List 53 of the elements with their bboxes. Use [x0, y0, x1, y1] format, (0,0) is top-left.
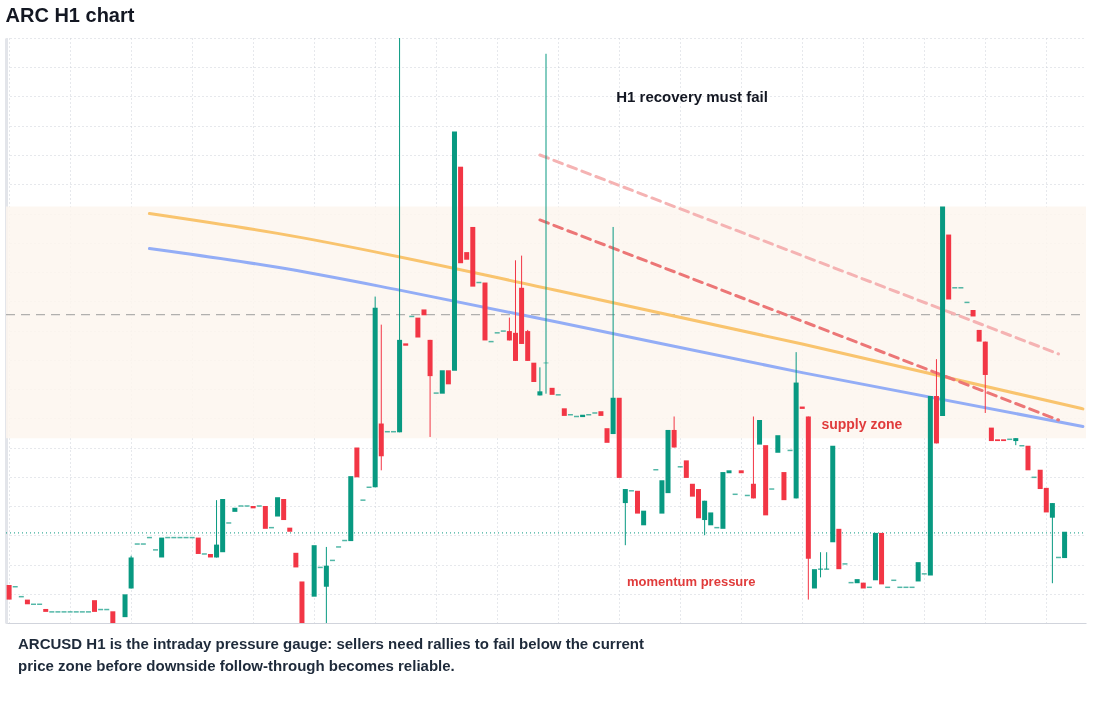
candlestick — [635, 490, 641, 514]
candlestick — [415, 317, 421, 338]
candlestick — [940, 206, 946, 416]
candlestick — [122, 594, 128, 618]
candlestick — [604, 428, 610, 443]
candlestick — [482, 282, 488, 341]
candlestick — [757, 420, 763, 445]
candlestick — [641, 510, 647, 526]
candlestick — [232, 507, 238, 512]
candlestick — [445, 370, 451, 385]
candlestick — [836, 528, 842, 570]
candlestick — [763, 445, 769, 516]
annotation: momentum pressure — [627, 574, 756, 590]
annotation: H1 recovery must fail — [616, 87, 768, 105]
candlestick — [537, 366, 543, 396]
text: ARCUSD H1 is the intraday pressure gauge: sellers need rallies to fail below the current price zone before downside follow-through becomes reliable. — [18, 635, 645, 674]
candlestick — [561, 408, 567, 416]
candlestick — [6, 584, 12, 600]
candlestick — [293, 552, 299, 568]
candlestick — [946, 234, 952, 300]
candlestick — [43, 608, 49, 612]
candlestick — [403, 343, 409, 346]
candlestick — [598, 411, 604, 416]
candlestick — [195, 537, 201, 554]
candlestick — [299, 581, 305, 623]
candlestick — [110, 611, 116, 623]
candlestick — [287, 527, 293, 532]
candlestick — [671, 416, 677, 448]
candlestick — [738, 470, 744, 474]
candlestick — [879, 532, 885, 585]
candlestick — [781, 472, 787, 501]
candlestick — [275, 497, 281, 517]
candlestick — [683, 460, 689, 478]
candlestick — [830, 445, 836, 543]
candlestick — [451, 131, 457, 371]
candlestick — [726, 470, 732, 474]
candlestick — [750, 415, 756, 499]
candlestick — [970, 310, 976, 317]
candlestick — [531, 362, 537, 382]
candlestick — [616, 397, 622, 478]
candlestick — [262, 506, 268, 529]
band-label: supply zone — [821, 416, 903, 433]
candlestick — [92, 600, 98, 612]
candlestick — [421, 309, 427, 316]
candlestick — [549, 387, 555, 395]
candlestick — [659, 480, 665, 514]
candlestick — [976, 329, 982, 342]
candlestick — [281, 498, 287, 521]
candlestick — [1025, 445, 1031, 471]
candlestick — [775, 435, 781, 453]
candlestick — [665, 429, 671, 494]
chart-title: ARC H1 chart — [5, 3, 135, 26]
candlestick — [354, 447, 360, 478]
